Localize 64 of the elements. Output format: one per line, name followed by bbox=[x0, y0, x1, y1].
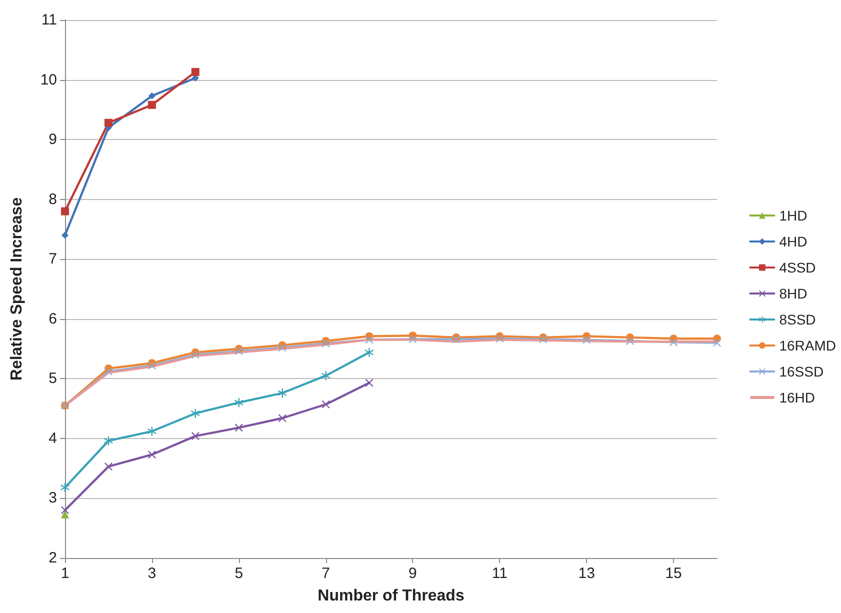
point bbox=[61, 510, 69, 518]
point bbox=[148, 92, 156, 100]
y-tick-label: 11 bbox=[41, 12, 57, 28]
point bbox=[234, 347, 243, 356]
y-tick-label: 6 bbox=[48, 310, 57, 328]
point bbox=[322, 400, 330, 408]
point bbox=[278, 388, 287, 398]
point bbox=[148, 100, 156, 109]
point bbox=[147, 426, 156, 436]
point bbox=[582, 336, 591, 344]
legend-label: 1HD bbox=[779, 208, 808, 224]
legend-label: 8HD bbox=[779, 286, 808, 302]
point bbox=[408, 335, 417, 344]
x-tick-label: 3 bbox=[148, 565, 156, 582]
point bbox=[104, 118, 112, 127]
point bbox=[62, 232, 68, 239]
x-tick-label: 1 bbox=[60, 565, 70, 582]
point bbox=[365, 336, 374, 344]
point bbox=[365, 378, 374, 387]
x-tick-label: 15 bbox=[665, 565, 682, 582]
point bbox=[626, 337, 634, 346]
point bbox=[713, 338, 721, 347]
x-tick-label: 5 bbox=[234, 565, 244, 582]
y-tick-label: 10 bbox=[40, 71, 57, 88]
point bbox=[670, 338, 678, 346]
point bbox=[278, 344, 286, 352]
x-tick-label: 9 bbox=[408, 565, 417, 582]
y-tick-label: 7 bbox=[48, 250, 57, 268]
legend-label: 4HD bbox=[779, 234, 808, 250]
point bbox=[191, 350, 200, 359]
x-tick-label: 13 bbox=[578, 565, 595, 582]
legend-label: 16HD bbox=[779, 390, 816, 406]
y-tick-label: 4 bbox=[48, 430, 57, 447]
legend-label: 4SSD bbox=[779, 260, 816, 276]
point bbox=[496, 334, 504, 343]
legend-label: 16SSD bbox=[779, 364, 824, 380]
point bbox=[104, 462, 112, 471]
point bbox=[190, 408, 200, 418]
point bbox=[322, 339, 330, 348]
legend-label: 16RAMD bbox=[779, 338, 836, 354]
point bbox=[364, 348, 374, 357]
point bbox=[148, 450, 156, 459]
point bbox=[104, 367, 112, 376]
point bbox=[60, 482, 70, 492]
point bbox=[61, 207, 69, 216]
point bbox=[191, 68, 200, 76]
point bbox=[234, 398, 244, 408]
point bbox=[278, 414, 286, 422]
x-tick-label: 11 bbox=[492, 565, 508, 582]
point bbox=[321, 371, 330, 380]
legend-label: 8SSD bbox=[779, 312, 816, 328]
y-tick-label: 3 bbox=[48, 490, 57, 507]
x-tick-label: 7 bbox=[322, 565, 330, 582]
point bbox=[148, 362, 156, 370]
y-tick-label: 9 bbox=[48, 131, 57, 148]
point bbox=[61, 506, 69, 514]
y-tick-label: 5 bbox=[48, 370, 57, 388]
point bbox=[104, 436, 113, 446]
point bbox=[191, 432, 200, 440]
y-axis-title: Relative Speed Increase bbox=[8, 197, 26, 381]
x-axis-title: Number of Threads bbox=[318, 588, 464, 604]
y-tick-label: 8 bbox=[48, 190, 57, 208]
point bbox=[234, 424, 243, 432]
y-tick-label: 2 bbox=[48, 550, 57, 566]
